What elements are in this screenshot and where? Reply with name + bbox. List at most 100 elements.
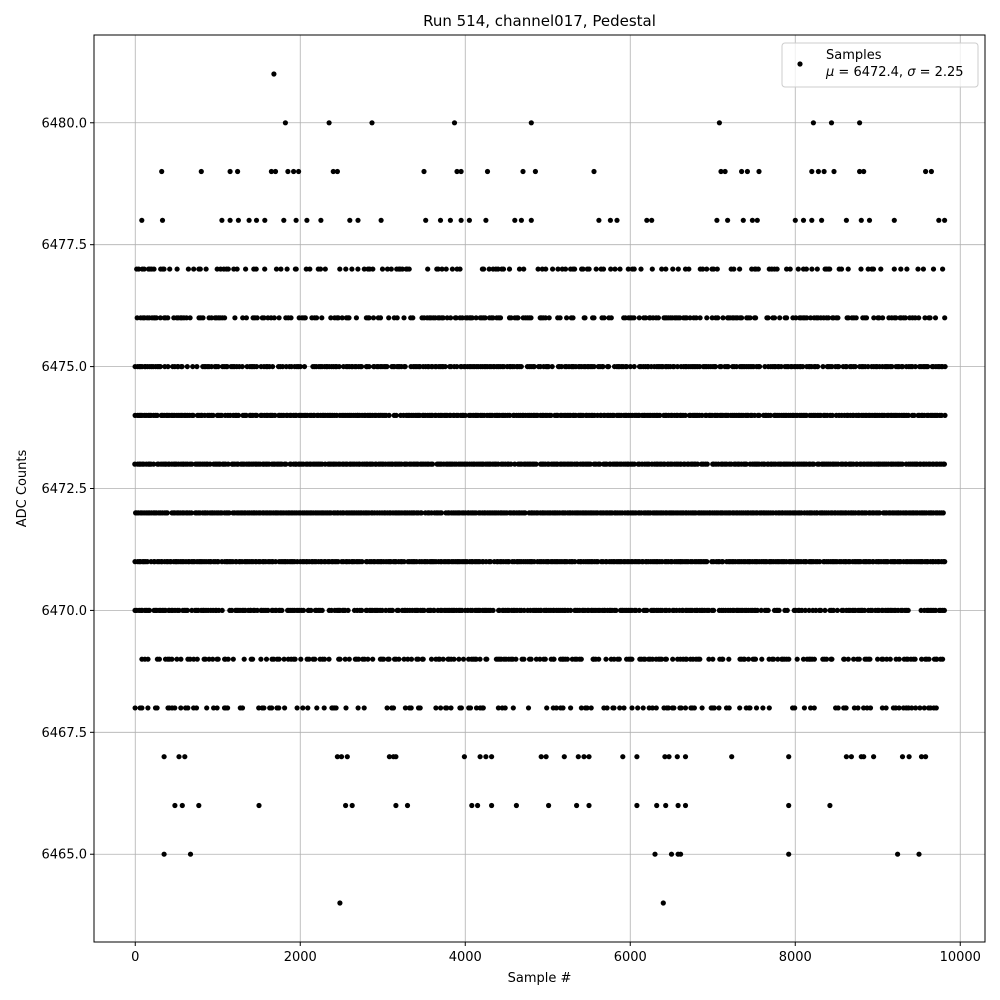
- data-point: [786, 851, 792, 857]
- data-point: [857, 168, 863, 175]
- data-point: [136, 266, 142, 272]
- data-point: [765, 315, 771, 321]
- data-point: [614, 217, 620, 223]
- data-point: [396, 656, 402, 662]
- data-point: [243, 266, 249, 272]
- data-point: [802, 607, 808, 614]
- data-point: [684, 656, 690, 662]
- data-point: [355, 705, 361, 711]
- x-tick-label: 2000: [284, 950, 317, 965]
- data-point: [370, 266, 376, 272]
- data-point: [179, 363, 185, 370]
- data-point: [659, 656, 665, 662]
- data-point: [686, 266, 692, 272]
- data-point: [635, 705, 641, 711]
- data-point: [697, 315, 703, 321]
- data-point: [386, 412, 392, 418]
- data-point: [912, 656, 918, 662]
- data-point: [359, 363, 365, 370]
- data-point: [767, 412, 774, 418]
- data-point: [525, 705, 532, 711]
- data-point: [909, 705, 915, 711]
- legend-stats-label: μ = 6472.4, σ = 2.25: [825, 65, 964, 80]
- data-point: [714, 217, 720, 223]
- data-point: [513, 802, 520, 809]
- data-point: [706, 656, 712, 662]
- data-point: [853, 315, 859, 321]
- data-point: [366, 315, 372, 321]
- data-point: [902, 315, 909, 321]
- data-point: [776, 607, 782, 614]
- data-point: [528, 217, 534, 223]
- data-point: [279, 607, 285, 614]
- data-point: [905, 412, 912, 418]
- data-point: [899, 754, 906, 760]
- data-point: [268, 168, 274, 175]
- data-point: [652, 851, 658, 857]
- data-point: [187, 851, 194, 857]
- data-point: [875, 656, 881, 662]
- data-point: [346, 315, 352, 321]
- data-point: [596, 217, 602, 223]
- data-point: [226, 510, 232, 516]
- data-point: [670, 266, 676, 272]
- data-point: [716, 120, 723, 126]
- data-point: [745, 656, 752, 662]
- data-point: [830, 607, 837, 614]
- data-point: [370, 656, 376, 662]
- data-point: [867, 705, 874, 711]
- data-point: [484, 656, 490, 662]
- data-point: [457, 266, 463, 272]
- data-point: [905, 607, 911, 614]
- data-point: [510, 705, 516, 711]
- data-point: [718, 168, 724, 175]
- data-point: [188, 510, 194, 516]
- data-point: [227, 217, 233, 223]
- data-point: [269, 705, 275, 711]
- data-point: [215, 363, 221, 370]
- data-point: [156, 656, 162, 662]
- data-point: [918, 754, 925, 760]
- data-point: [167, 266, 173, 272]
- data-point: [273, 266, 280, 272]
- data-point: [677, 315, 683, 321]
- data-point: [246, 217, 252, 223]
- data-point: [545, 363, 552, 370]
- data-point: [821, 168, 827, 175]
- data-point: [229, 607, 235, 614]
- data-point: [178, 656, 184, 662]
- data-point: [164, 510, 170, 516]
- data-point: [334, 168, 340, 175]
- data-point: [572, 559, 578, 565]
- data-point: [800, 217, 807, 223]
- data-point: [697, 363, 703, 370]
- data-point: [817, 559, 823, 565]
- data-point: [880, 315, 886, 321]
- data-point: [338, 754, 345, 760]
- data-point: [827, 802, 833, 809]
- data-point: [191, 266, 197, 272]
- data-point: [393, 754, 399, 760]
- data-point: [459, 315, 465, 321]
- data-point: [448, 315, 454, 321]
- data-point: [549, 363, 555, 370]
- data-point: [557, 315, 563, 321]
- data-point: [887, 656, 893, 662]
- data-point: [518, 363, 524, 370]
- data-point: [711, 607, 717, 614]
- data-point: [716, 705, 722, 711]
- data-point: [469, 315, 475, 321]
- data-point: [334, 754, 340, 760]
- data-point: [936, 217, 942, 223]
- data-point: [922, 315, 928, 321]
- data-point: [141, 266, 147, 272]
- data-point: [920, 266, 927, 272]
- data-point: [337, 656, 343, 662]
- data-point: [613, 607, 619, 614]
- data-point: [743, 461, 749, 467]
- data-point: [695, 461, 701, 467]
- data-point: [845, 266, 851, 272]
- data-point: [811, 656, 818, 662]
- data-point: [265, 607, 271, 614]
